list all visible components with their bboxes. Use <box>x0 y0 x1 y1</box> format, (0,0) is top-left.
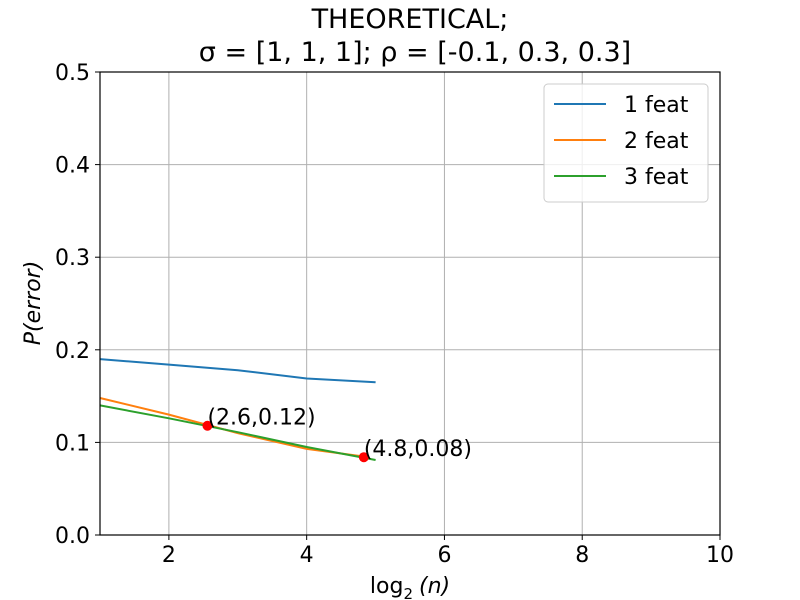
y-tick-label: 0.5 <box>55 61 90 86</box>
annotation-point <box>358 452 369 463</box>
x-axis-label-arg: (n) <box>419 574 450 599</box>
legend-label: 2 feat <box>624 129 689 154</box>
y-axis-label: P(error) <box>21 261 46 346</box>
plot-series <box>99 358 376 461</box>
annotation-point <box>202 420 213 431</box>
chart-title-line2: σ = [1, 1, 1]; ρ = [-0.1, 0.3, 0.3] <box>199 37 631 68</box>
legend-label: 1 feat <box>624 93 689 118</box>
x-axis-label-base: log <box>370 574 404 599</box>
x-axis-ticks: 2 4 6 8 10 <box>162 535 734 568</box>
y-tick-label: 0.4 <box>55 154 90 179</box>
legend-box <box>543 83 709 203</box>
x-tick-label: 4 <box>300 543 314 568</box>
series-line-1 <box>99 358 376 384</box>
x-axis-label-sub: 2 <box>403 585 413 600</box>
legend-label: 3 feat <box>624 165 689 190</box>
chart-title-line1: THEORETICAL; <box>311 4 509 35</box>
annotations: (2.6,0.12) (4.8,0.08) <box>202 406 472 463</box>
y-tick-label: 0.2 <box>55 339 90 364</box>
annotation-label: (2.6,0.12) <box>207 406 315 431</box>
x-tick-label: 8 <box>575 543 589 568</box>
y-tick-label: 0.0 <box>55 524 90 549</box>
plot-frame <box>99 71 721 536</box>
x-tick-label: 6 <box>437 543 451 568</box>
x-tick-label: 10 <box>706 543 734 568</box>
x-axis-label: log2 (n) <box>370 574 450 600</box>
series-line-3 <box>99 404 376 461</box>
y-tick-label: 0.1 <box>55 431 90 456</box>
legend: 1 feat 2 feat 3 feat <box>543 83 709 203</box>
annotation-label: (4.8,0.08) <box>364 437 472 462</box>
y-tick-label: 0.3 <box>55 246 90 271</box>
y-axis-ticks: 0.0 0.1 0.2 0.3 0.4 0.5 <box>55 61 100 549</box>
x-tick-label: 2 <box>162 543 176 568</box>
